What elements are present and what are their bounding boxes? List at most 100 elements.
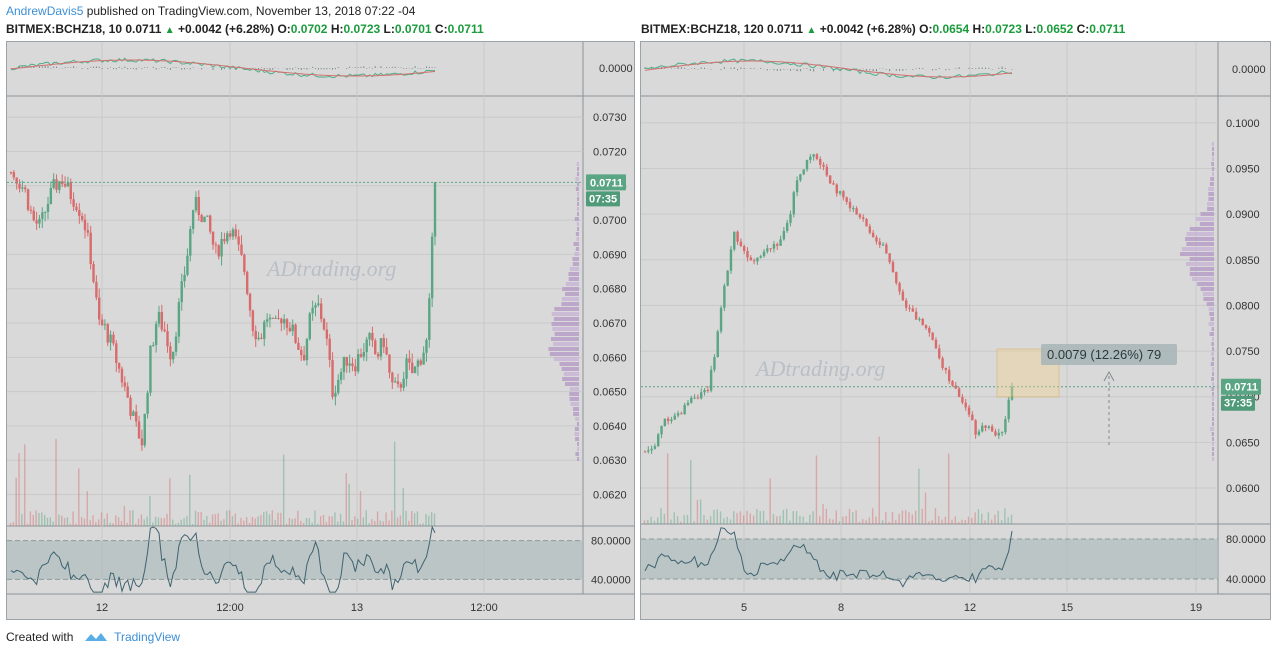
- candle: [1010, 386, 1014, 400]
- volume-profile-bar: [561, 302, 579, 306]
- candle: [680, 413, 683, 415]
- candle: [75, 206, 78, 210]
- candle: [709, 369, 713, 391]
- volume-bar: [396, 517, 399, 526]
- volume-profile-bar: [1211, 327, 1214, 331]
- candle: [706, 390, 710, 392]
- volume-bar: [135, 523, 137, 526]
- volume-profile-bar: [577, 167, 579, 171]
- volume-bar: [822, 503, 824, 524]
- candle: [21, 187, 24, 189]
- volume-bar: [852, 512, 854, 524]
- volume-bar: [169, 478, 171, 526]
- close-value: 0.0711: [1089, 22, 1126, 36]
- candle: [914, 311, 918, 320]
- candle: [828, 175, 832, 184]
- candle: [888, 253, 891, 263]
- volume-bar: [368, 523, 370, 526]
- left-chart-panel[interactable]: 0.0620 0.0630 0.0640 0.0650 0.0660 0.0670 0.06…: [6, 41, 635, 620]
- volume-bar: [647, 519, 649, 524]
- volume-bar: [12, 522, 15, 526]
- volume-bar: [832, 519, 834, 524]
- candle: [268, 317, 272, 320]
- candle: [100, 319, 104, 326]
- volume-bar: [759, 511, 761, 524]
- candle: [881, 244, 885, 246]
- candle: [365, 339, 368, 353]
- volume-profile-bar: [1211, 342, 1214, 346]
- volume-profile-bar: [577, 442, 579, 446]
- candle: [865, 218, 868, 227]
- candle: [29, 209, 33, 211]
- open-value: 0.0702: [290, 22, 328, 36]
- candle: [891, 262, 895, 272]
- candle: [126, 386, 129, 398]
- candle: [180, 281, 183, 303]
- y-tick-label: 0.0950: [1226, 163, 1260, 175]
- candle: [931, 332, 934, 340]
- volume-bar: [132, 510, 134, 526]
- right-chart-panel[interactable]: 0.06000.06500.07000.07500.08000.08500.09…: [640, 41, 1271, 620]
- y-tick-label: 0.0680: [593, 284, 627, 296]
- volume-profile-bar: [569, 392, 579, 396]
- candle: [402, 378, 405, 388]
- volume-bar: [944, 516, 947, 524]
- author-link[interactable]: AndrewDavis5: [6, 4, 84, 18]
- low-label: L:: [383, 22, 395, 36]
- volume-profile-bar: [575, 437, 579, 441]
- volume-bar: [183, 518, 185, 526]
- candle: [971, 414, 974, 421]
- candle: [331, 359, 334, 397]
- volume-bar: [197, 512, 200, 526]
- candle: [957, 388, 961, 397]
- volume-bar: [280, 512, 282, 526]
- volume-bar: [291, 519, 293, 526]
- candle: [977, 431, 981, 435]
- candle: [55, 179, 58, 190]
- tradingview-link[interactable]: TradingView: [114, 630, 181, 644]
- volume-bar: [46, 517, 49, 526]
- candle: [799, 174, 802, 181]
- volume-bar: [137, 518, 140, 526]
- right-chart-svg[interactable]: 0.06000.06500.07000.07500.08000.08500.09…: [641, 42, 1271, 620]
- volume-bar: [650, 516, 652, 524]
- volume-bar: [208, 522, 211, 526]
- candle: [356, 354, 360, 372]
- volume-bar: [858, 521, 861, 524]
- volume-profile-bar: [576, 237, 579, 241]
- candle: [117, 362, 121, 369]
- volume-bar: [257, 516, 259, 526]
- candle: [308, 313, 311, 339]
- candle: [666, 418, 670, 422]
- volume-profile-bar: [548, 347, 579, 351]
- volume-bar: [987, 512, 990, 524]
- macd-signal-line: [644, 60, 1013, 78]
- volume-bar: [66, 517, 69, 526]
- volume-profile-bar: [1212, 437, 1214, 441]
- volume-bar: [422, 523, 424, 526]
- volume-profile-bar: [559, 362, 579, 366]
- volume-bar: [990, 519, 993, 524]
- volume-bar: [100, 512, 103, 526]
- volume-profile-bar: [1189, 272, 1214, 276]
- candle: [69, 182, 72, 200]
- candle: [78, 209, 81, 216]
- volume-bar: [812, 511, 814, 524]
- candle: [172, 351, 175, 360]
- volume-profile-bar: [552, 327, 579, 331]
- volume-bar: [941, 519, 943, 524]
- volume-bar: [729, 519, 732, 524]
- candle: [822, 164, 825, 167]
- open-label: O:: [277, 22, 291, 36]
- volume-bar: [828, 518, 831, 524]
- left-chart-svg[interactable]: 0.0620 0.0630 0.0640 0.0650 0.0660 0.0670 0.06…: [7, 42, 635, 620]
- volume-bar: [35, 510, 37, 526]
- macd-tick-label: 0.0000: [1232, 64, 1266, 76]
- volume-bar: [799, 515, 801, 524]
- y-tick-label: 0.0850: [1226, 255, 1260, 267]
- candle: [89, 232, 92, 265]
- candle: [362, 352, 366, 357]
- volume-bar: [428, 515, 430, 526]
- volume-bar: [319, 516, 322, 526]
- y-tick-label: 0.0720: [593, 146, 627, 158]
